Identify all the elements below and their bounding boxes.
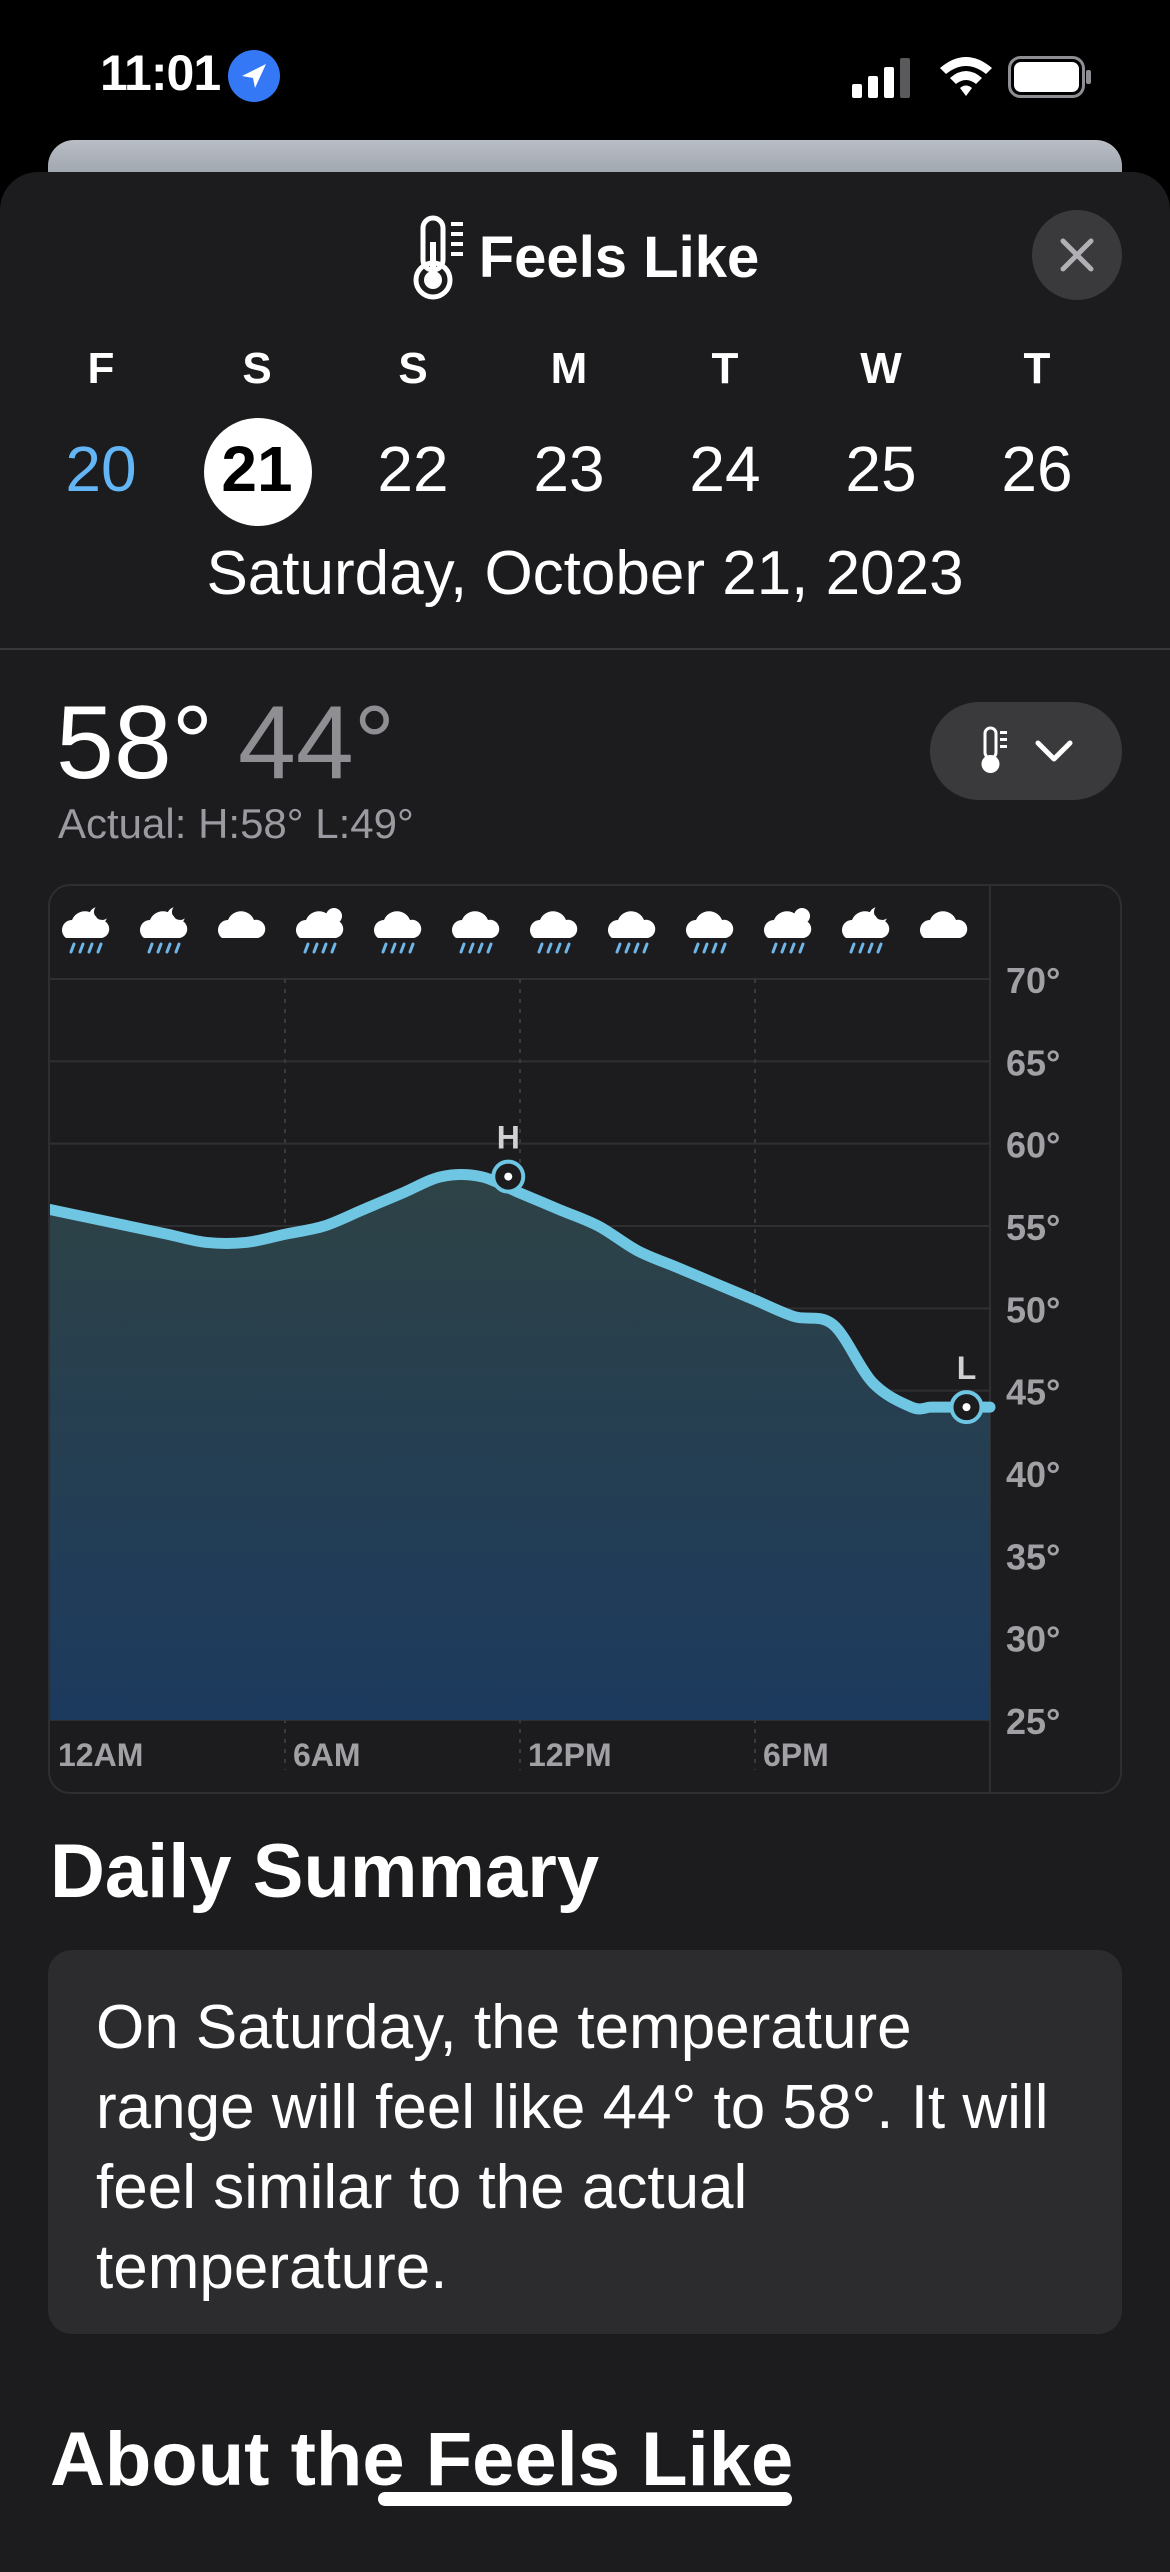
y-tick-label: 25° [1006,1701,1060,1742]
location-arrow-icon [228,50,280,102]
y-tick-label: 35° [1006,1536,1060,1577]
marker-dot [962,1403,971,1412]
area-fill [50,1174,990,1720]
home-indicator[interactable] [378,2492,792,2506]
feels-like-low: 44° [238,685,396,801]
y-tick-label: 60° [1006,1125,1060,1166]
y-tick-label: 30° [1006,1619,1060,1660]
sheet-header: Feels Like [0,212,1170,316]
divider [0,648,1170,650]
partly-cloudy-rain-night-icon [841,904,890,954]
day-letter: T [1023,344,1051,393]
sheet-title: Feels Like [478,224,760,290]
daily-summary-text: On Saturday, the temperature range will … [96,1993,1049,2302]
actual-temps: Actual: H:58° L:49° [58,800,414,847]
y-tick-label: 70° [1006,960,1060,1001]
day-number[interactable]: 21 [221,433,293,505]
feels-like-chart: 70° 65° 60° 55° 50° 45° 40° 35° 30° 25° 12AM 6AM 12P… [48,884,1122,1794]
rain-icon [373,911,422,954]
rain-icon [686,911,734,954]
y-tick-label: 45° [1006,1372,1060,1413]
x-tick-label: 6AM [293,1737,361,1773]
daily-summary-heading: Daily Summary [50,1829,600,1914]
day-number[interactable]: 23 [533,433,605,505]
rain-icon [530,911,578,954]
day-number[interactable]: 25 [845,433,917,505]
chart-svg: 70° 65° 60° 55° 50° 45° 40° 35° 30° 25° 12AM 6AM 12P… [50,886,1060,1792]
marker-dot [504,1172,513,1181]
marker-label: H [497,1120,520,1156]
status-time: 11:01 [100,45,221,101]
y-tick-label: 50° [1006,1289,1060,1330]
day-number[interactable]: 26 [1001,433,1073,505]
partly-cloudy-rain-night-icon [140,904,188,954]
day-letter: S [242,344,272,393]
y-tick-label: 40° [1006,1454,1060,1495]
selected-day-highlight [204,418,312,526]
partly-cloudy-rain-icon [764,908,812,954]
y-tick-label: 55° [1006,1207,1060,1248]
x-tick-label: 6PM [763,1737,829,1773]
feels-like-high: 58° [56,685,214,801]
feels-like-line [50,1169,996,1415]
day-letter: F [87,344,115,393]
partly-cloudy-rain-night-icon [62,904,110,954]
close-button[interactable] [1032,210,1122,300]
chevron-down-icon [1035,740,1073,762]
x-tick-label: 12AM [58,1737,143,1773]
daily-summary-card: On Saturday, the temperature range will … [48,1950,1122,2334]
day-letter: T [711,344,739,393]
thermometer-icon [413,215,463,300]
day-letter: W [860,344,902,393]
day-number[interactable]: 20 [65,433,137,505]
marker-label: L [957,1350,977,1386]
day-number[interactable]: 22 [377,433,449,505]
x-tick-label: 12PM [528,1737,612,1773]
cellular-signal-icon [852,58,910,98]
wifi-icon [940,57,992,96]
cloud-icon [920,911,968,938]
cloud-icon [218,911,266,938]
partly-cloudy-rain-icon [296,908,344,954]
rain-icon [452,911,500,954]
day-number[interactable]: 2 [1133,432,1170,506]
thermometer-icon [981,726,1007,773]
metric-selector-button[interactable] [930,702,1122,800]
day-letter: S [398,344,428,393]
about-heading: About the Feels Like [50,2417,794,2502]
y-tick-label: 65° [1006,1042,1060,1083]
close-icon [1060,238,1094,272]
rain-icon [607,911,656,954]
day-number[interactable]: 24 [689,433,761,505]
day-letter: M [550,344,588,393]
selected-full-date: Saturday, October 21, 2023 [206,539,964,608]
battery-icon [1008,56,1091,98]
